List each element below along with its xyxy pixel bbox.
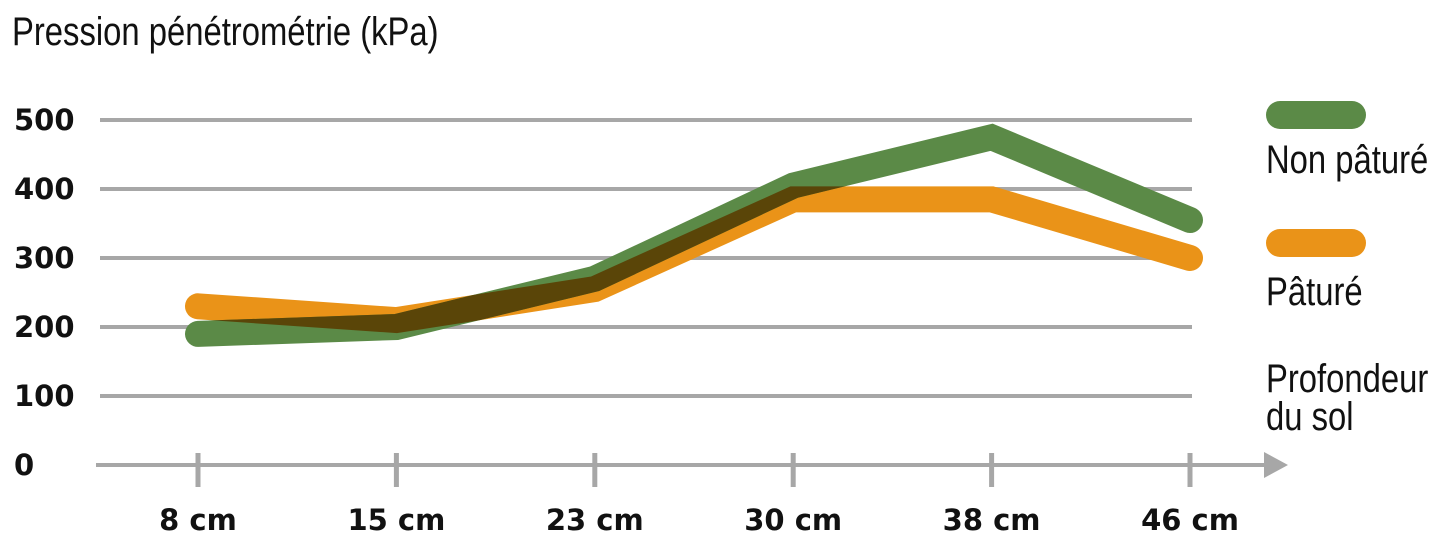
chart-title: Pression pénétrométrie (kPa) [12,10,439,54]
series-overlap [185,123,1203,347]
x-tick-labels: 8 cm 15 cm 23 cm 30 cm 38 cm 46 cm [159,503,1239,535]
legend-swatches [1266,101,1366,257]
x-tick-label: 15 cm [347,503,445,535]
x-tick-label: 38 cm [943,503,1041,535]
y-tick-label: 200 [14,310,75,344]
x-axis [96,452,1288,487]
y-tick-label: 300 [14,241,75,275]
y-tick-labels: 0 100 200 300 400 500 [14,103,75,482]
series-lines [185,123,1203,347]
x-tick-label: 8 cm [159,503,237,535]
x-axis-label: Profondeur du sol [1266,357,1429,439]
legend-label-non-pature: Non pâturé [1266,138,1429,182]
legend-label-pature: Pâturé [1266,270,1363,314]
y-tick-label: 100 [14,379,75,413]
y-tick-label: 400 [14,172,75,206]
x-axis-arrow-icon [1264,452,1288,478]
x-axis-label-line2: du sol [1266,395,1354,439]
y-tick-label: 500 [14,103,75,137]
x-tick-label: 30 cm [744,503,842,535]
x-tick-label: 46 cm [1141,503,1239,535]
x-tick-label: 23 cm [546,503,644,535]
x-axis-label-line1: Profondeur [1266,357,1429,401]
y-tick-label: 0 [14,448,34,482]
